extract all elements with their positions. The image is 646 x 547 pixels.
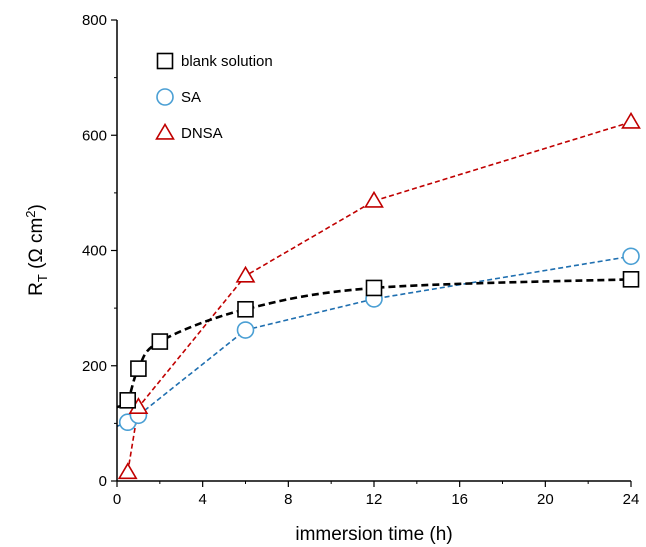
y-axis-title-close: )	[26, 204, 47, 210]
point-dnsa	[117, 462, 138, 480]
point-dnsa	[235, 265, 256, 283]
x-tick-label: 4	[198, 491, 206, 508]
y-tick-label: 200	[82, 358, 107, 375]
point-sa	[622, 247, 640, 266]
y-axis-title-sup: 2	[23, 210, 38, 217]
y-tick-label: 600	[82, 127, 107, 144]
legend-label-sa: SA	[181, 89, 201, 106]
point-dnsa	[621, 111, 641, 129]
point-dnsa	[364, 190, 384, 208]
legend-marker-sa	[156, 88, 174, 106]
x-axis-title: immersion time (h)	[295, 524, 452, 545]
point-sa	[236, 321, 255, 339]
y-tick-label: 0	[99, 473, 107, 490]
ticks: 0 200 400 600 800 0 4 8 12 16 20 24	[82, 12, 639, 508]
point-blank-solution	[237, 300, 254, 318]
legend: blank solution SA DNSA	[155, 52, 273, 142]
x-tick-label: 16	[451, 491, 468, 508]
x-tick-label: 20	[537, 491, 554, 508]
point-blank-solution	[365, 279, 383, 297]
point-blank-solution	[622, 271, 640, 288]
y-axis-title-main: R	[26, 282, 47, 296]
legend-marker-blank-solution	[156, 52, 174, 70]
plot-area	[116, 111, 641, 480]
point-blank-solution	[151, 333, 169, 350]
legend-label-dnsa: DNSA	[181, 125, 223, 142]
legend-label-blank-solution: blank solution	[181, 53, 273, 70]
x-tick-label: 8	[284, 491, 292, 508]
x-tick-label: 24	[623, 491, 640, 508]
y-axis-title-sub: T	[35, 274, 50, 282]
y-axis-title: RT (Ω cm2)	[23, 204, 50, 296]
y-tick-label: 800	[82, 12, 107, 29]
point-blank-solution	[119, 392, 137, 409]
x-tick-label: 0	[113, 491, 121, 508]
y-tick-label: 400	[82, 243, 107, 260]
x-tick-label: 12	[366, 491, 383, 508]
legend-marker-dnsa	[155, 122, 175, 140]
point-blank-solution	[130, 360, 147, 377]
y-axis-title-unit: (Ω cm	[26, 218, 47, 274]
series-line-blank-solution	[116, 278, 632, 409]
